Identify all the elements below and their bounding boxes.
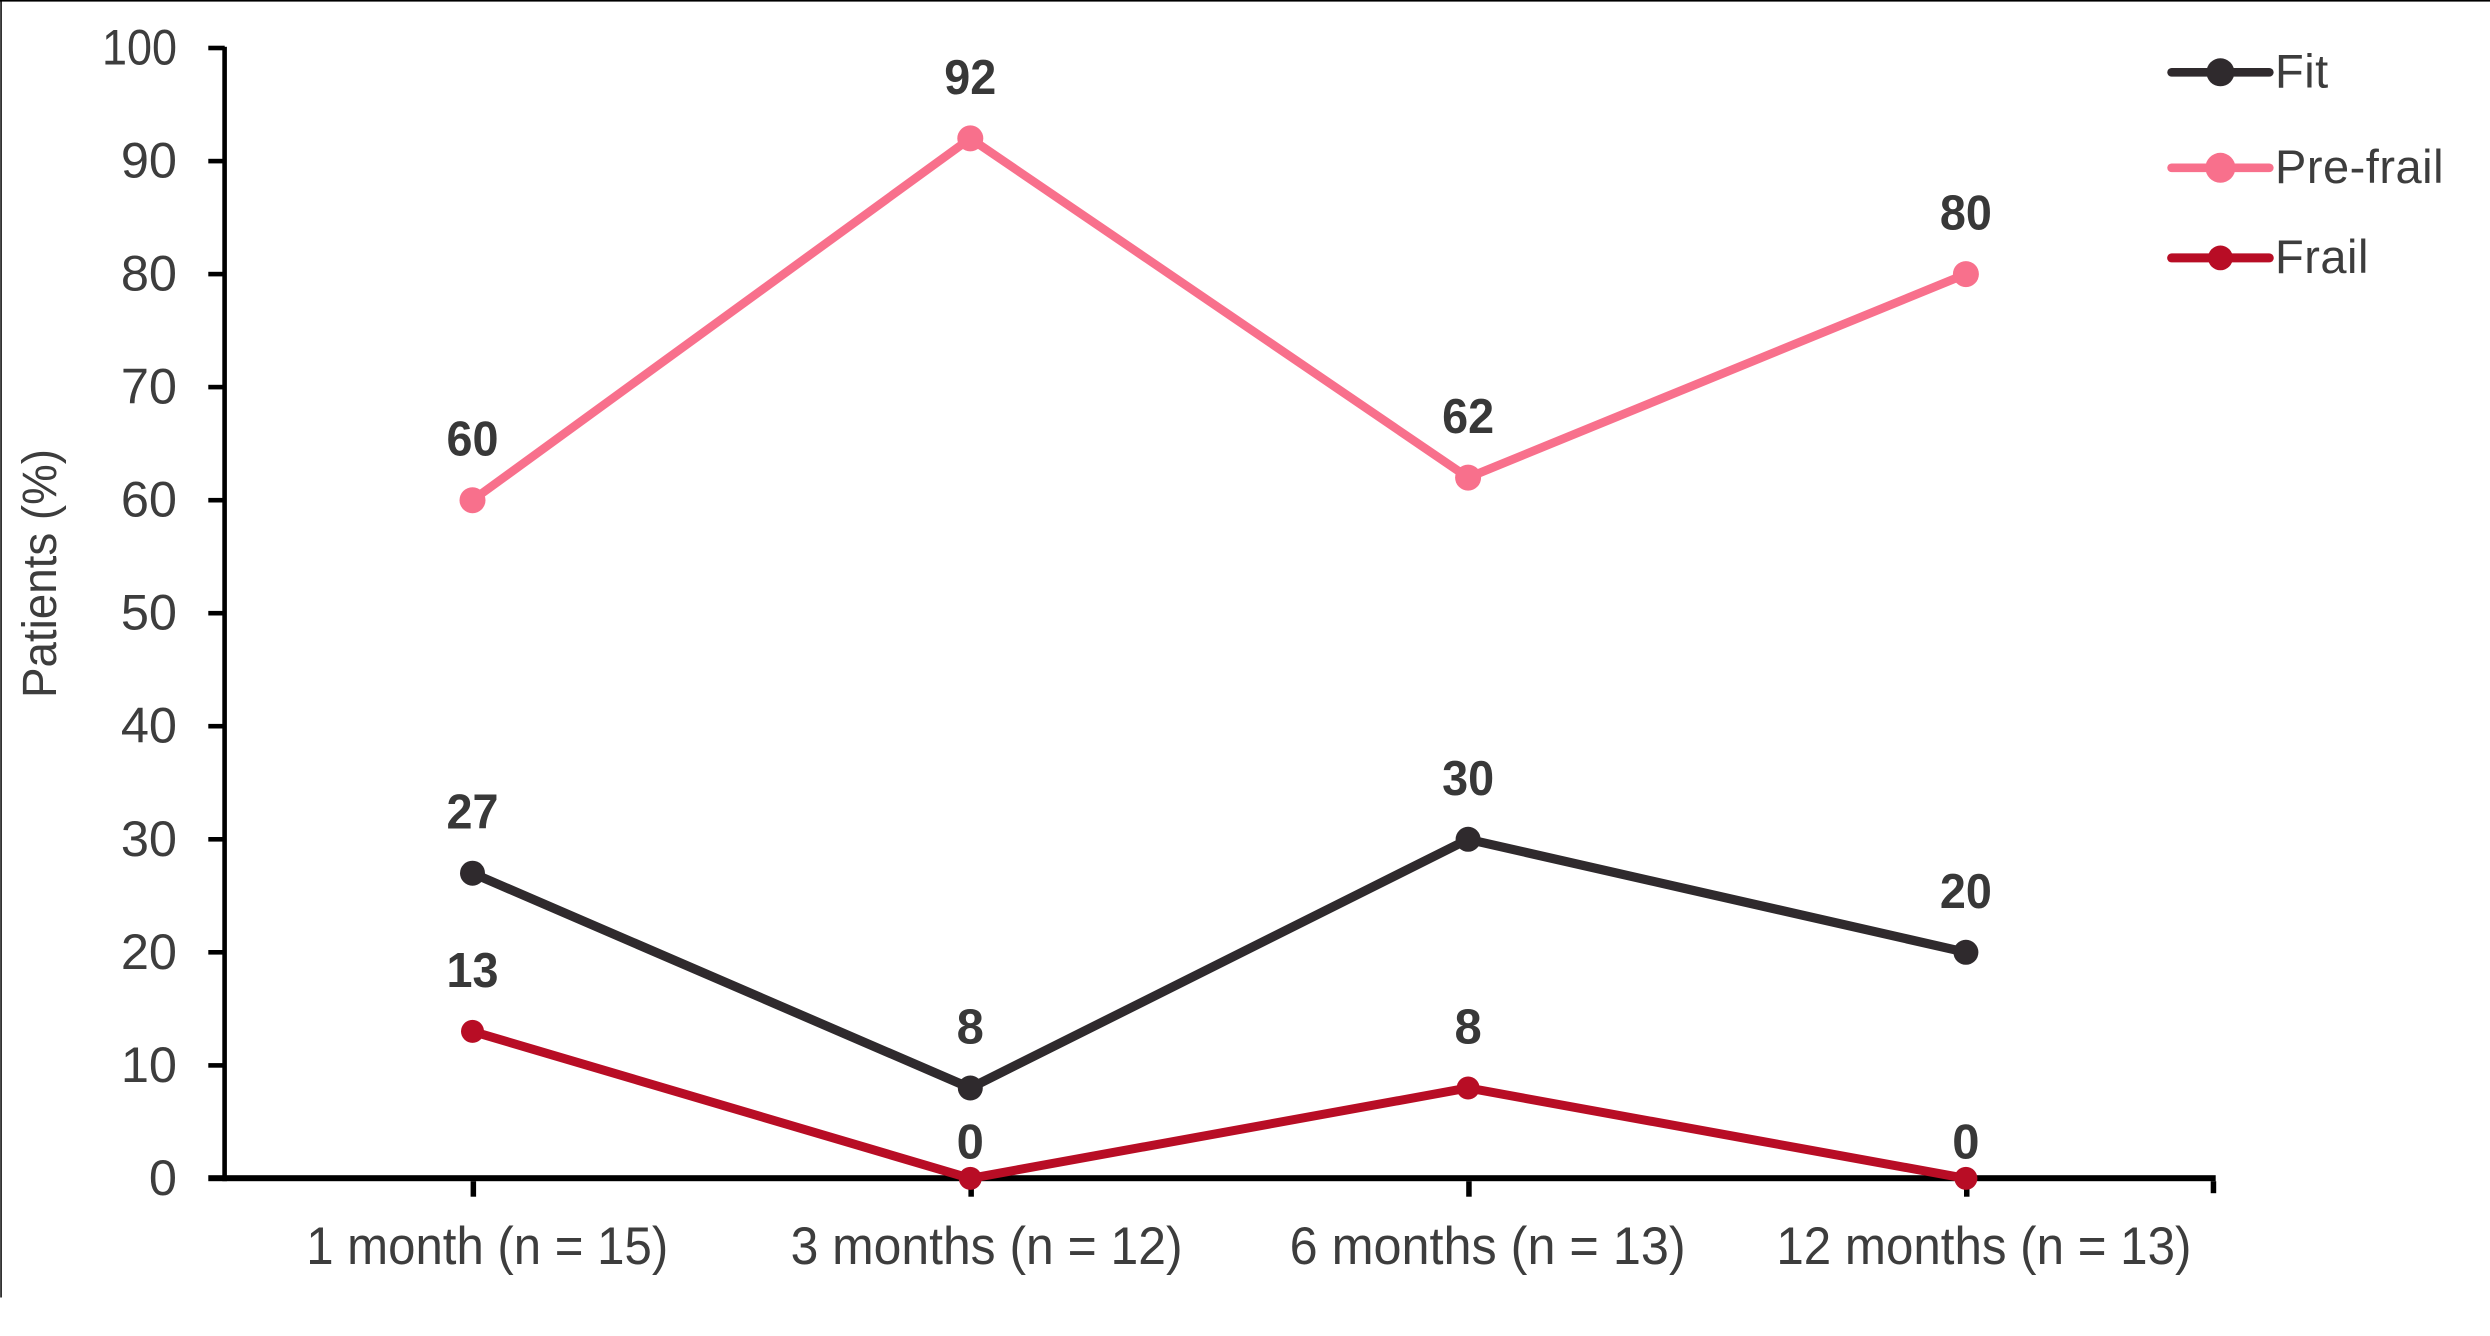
svg-text:20: 20 xyxy=(121,923,177,980)
svg-text:100: 100 xyxy=(102,19,177,76)
svg-text:80: 80 xyxy=(1940,187,1992,241)
svg-text:40: 40 xyxy=(121,697,177,754)
svg-text:60: 60 xyxy=(121,471,177,528)
svg-text:1 month (n = 15): 1 month (n = 15) xyxy=(306,1217,668,1276)
svg-text:6 months (n = 13): 6 months (n = 13) xyxy=(1290,1217,1686,1276)
svg-text:13: 13 xyxy=(447,944,499,998)
svg-text:8: 8 xyxy=(957,1001,984,1055)
svg-text:27: 27 xyxy=(447,786,499,840)
svg-text:20: 20 xyxy=(1940,865,1992,919)
svg-text:60: 60 xyxy=(447,413,499,467)
svg-text:92: 92 xyxy=(944,51,996,105)
svg-text:62: 62 xyxy=(1442,390,1494,444)
svg-text:8: 8 xyxy=(1454,1001,1481,1055)
svg-text:30: 30 xyxy=(121,810,177,867)
svg-text:0: 0 xyxy=(957,1116,984,1170)
svg-text:70: 70 xyxy=(121,358,177,415)
svg-text:30: 30 xyxy=(1442,752,1494,806)
svg-text:50: 50 xyxy=(121,584,177,641)
svg-text:80: 80 xyxy=(121,245,177,302)
svg-text:90: 90 xyxy=(121,132,177,189)
svg-text:Fit: Fit xyxy=(2275,45,2329,98)
svg-text:10: 10 xyxy=(121,1036,177,1093)
svg-text:3 months (n = 12): 3 months (n = 12) xyxy=(791,1217,1183,1276)
svg-text:0: 0 xyxy=(1952,1116,1979,1170)
svg-text:Frail: Frail xyxy=(2275,230,2369,283)
svg-text:12 months (n = 13): 12 months (n = 13) xyxy=(1776,1217,2191,1276)
svg-text:0: 0 xyxy=(149,1149,177,1206)
svg-text:Patients (%): Patients (%) xyxy=(14,449,67,698)
svg-text:Pre-frail: Pre-frail xyxy=(2275,140,2444,193)
